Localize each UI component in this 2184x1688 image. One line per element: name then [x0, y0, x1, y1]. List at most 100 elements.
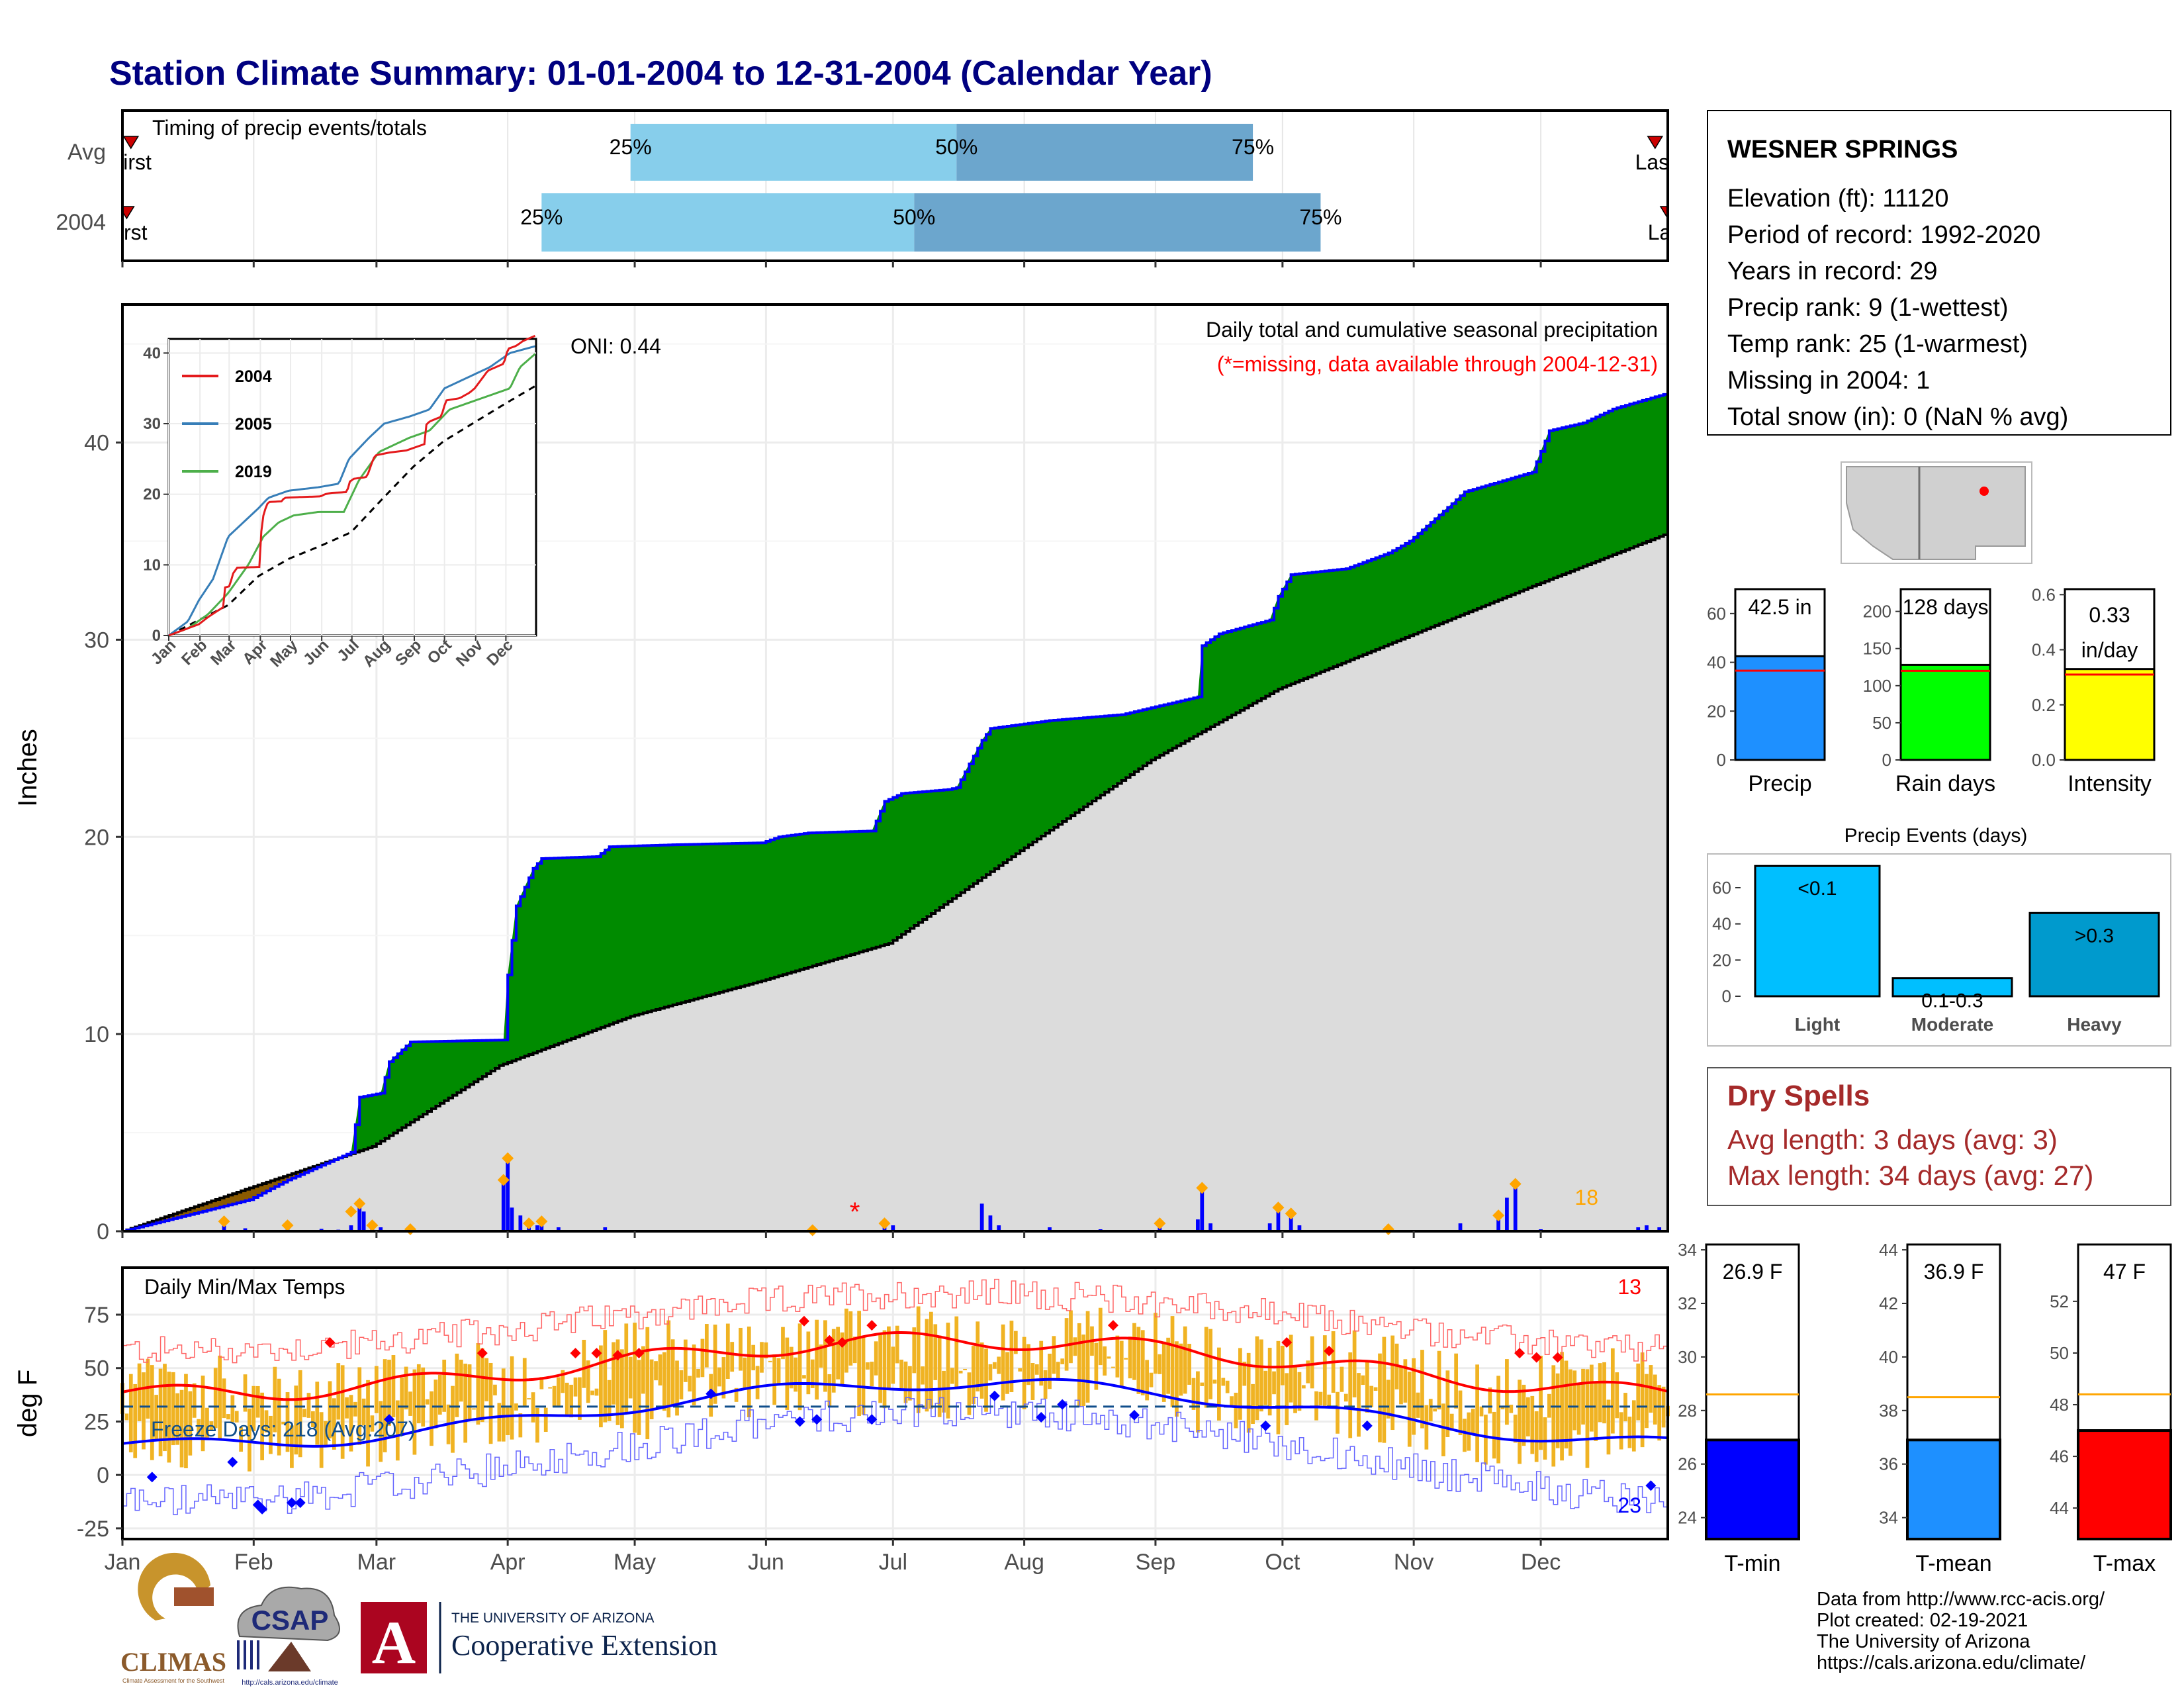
- temp-y-tick-label: 75: [84, 1303, 109, 1328]
- ua-bottom-text: Cooperative Extension: [451, 1629, 717, 1662]
- daily-temp-range-bar: [624, 1323, 629, 1413]
- record-high-marker: [824, 1335, 835, 1346]
- daily-temp-range-bar: [1522, 1384, 1526, 1446]
- dry-spells-title: Dry Spells: [1727, 1080, 1870, 1112]
- extreme-precip-marker: [1196, 1182, 1208, 1194]
- daily-temp-range-bar: [675, 1360, 679, 1416]
- daily-temp-range-bar: [797, 1323, 802, 1411]
- daily-temp-range-bar: [1589, 1364, 1594, 1432]
- inset-y-tick-label: 10: [143, 556, 161, 574]
- mini-bar-tick-label: 0.2: [2032, 695, 2056, 715]
- daily-temp-range-bar: [1357, 1373, 1361, 1437]
- daily-temp-range-bar: [700, 1338, 705, 1378]
- daily-temp-range-bar: [992, 1362, 997, 1369]
- daily-temp-range-bar: [518, 1413, 523, 1438]
- daily-temp-range-bar: [319, 1412, 324, 1468]
- extreme-precip-marker: [218, 1215, 230, 1228]
- daily-temp-range-bar: [819, 1344, 823, 1368]
- daily-precip-bar: [1276, 1207, 1281, 1231]
- footer-line-data-source: Data from http://www.rcc-acis.org/: [1817, 1589, 2105, 1610]
- month-label: Jan: [105, 1550, 141, 1575]
- daily-temp-range-bar: [1318, 1391, 1323, 1406]
- mini-bar-value: [1899, 663, 1991, 761]
- daily-temp-range-bar: [946, 1323, 950, 1419]
- daily-temp-range-bar: [205, 1407, 209, 1438]
- daily-temp-range-bar: [387, 1360, 391, 1426]
- daily-temp-range-bar: [874, 1341, 878, 1376]
- extreme-precip-marker: [345, 1205, 357, 1218]
- inset-legend-label: 2004: [235, 367, 272, 386]
- daily-temp-range-bar: [1547, 1393, 1551, 1418]
- extreme-precip-marker: [535, 1215, 548, 1228]
- timing-panel-frame: [121, 109, 1669, 262]
- daily-temp-range-bar: [277, 1378, 281, 1456]
- daily-precip-bar: [222, 1225, 226, 1231]
- month-label: Oct: [1265, 1550, 1300, 1575]
- daily-temp-range-bar: [569, 1384, 573, 1418]
- inset-line-2005: [168, 345, 535, 637]
- daily-temp-range-bar: [866, 1362, 870, 1370]
- daily-temp-range-bar: [1610, 1348, 1615, 1434]
- record-low-marker: [295, 1497, 306, 1509]
- mini-bar-value-label: 42.5 in: [1748, 595, 1811, 619]
- station-info-box: WESNER SPRINGS Elevation (ft): 11120 Per…: [1707, 110, 2171, 436]
- first-event-marker-icon: [122, 136, 140, 150]
- daily-temp-range-bar: [430, 1391, 433, 1446]
- daily-temp-range-bar: [493, 1384, 497, 1395]
- temp-y-axis: -25 0 25 50 75: [77, 1303, 122, 1542]
- daily-temp-range-bar: [861, 1337, 866, 1415]
- daily-temp-range-bar: [175, 1393, 180, 1445]
- daily-temp-range-bar: [1361, 1375, 1365, 1385]
- daily-temp-range-bar: [281, 1421, 285, 1425]
- daily-temp-range-bar: [311, 1411, 315, 1427]
- daily-temp-range-bar: [1208, 1329, 1212, 1399]
- daily-temp-range-bar: [590, 1390, 594, 1395]
- daily-temp-range-bar: [251, 1385, 256, 1431]
- daily-precip-bar: [997, 1225, 1001, 1231]
- daily-temp-range-bar: [451, 1385, 455, 1453]
- daily-temp-range-bar: [937, 1335, 942, 1417]
- daily-temp-range-bar: [1225, 1380, 1230, 1393]
- station-location-marker: [1979, 487, 1989, 496]
- daily-temp-range-bar: [1340, 1366, 1344, 1392]
- daily-precip-bar: [603, 1227, 608, 1231]
- daily-temp-range-bar: [357, 1367, 362, 1445]
- daily-temp-range-bar: [1653, 1374, 1657, 1425]
- extreme-precip-marker: [281, 1219, 294, 1232]
- daily-temp-range-bar: [1263, 1370, 1268, 1405]
- daily-temp-range-bar: [514, 1403, 518, 1411]
- temp-bar-category-label: T-min: [1725, 1551, 1781, 1576]
- record-high-marker: [798, 1315, 809, 1327]
- daily-temp-range-bar: [704, 1324, 709, 1368]
- extreme-precip-marker: [1272, 1201, 1285, 1214]
- station-line-precip-rank: Precip rank: 9 (1-wettest): [1727, 294, 2008, 322]
- daily-temp-range-bar: [459, 1360, 463, 1402]
- daily-temp-range-bar: [361, 1398, 366, 1426]
- daily-temp-range-bar: [332, 1398, 336, 1450]
- daily-temp-range-bar: [1191, 1378, 1196, 1410]
- timing-panel-label: Timing of precip events/totals: [152, 116, 427, 140]
- station-name: WESNER SPRINGS: [1727, 136, 1958, 164]
- temp-bar-category-label: T-max: [2093, 1551, 2156, 1576]
- temp-bar-value: [2077, 1429, 2172, 1541]
- temp-bar-tick-label: 44: [2050, 1498, 2069, 1518]
- climas-text: CLIMAS: [120, 1647, 226, 1677]
- daily-temp-range-bar: [543, 1407, 548, 1432]
- temp-bar-tick-label: 26: [1678, 1454, 1697, 1474]
- record-low-marker: [989, 1390, 1000, 1401]
- month-label: Apr: [490, 1550, 525, 1575]
- daily-precip-bar: [1196, 1219, 1200, 1231]
- daily-temp-range-bar: [764, 1342, 768, 1359]
- daily-temp-range-bar: [209, 1421, 214, 1431]
- daily-temp-range-bar: [539, 1377, 544, 1389]
- daily-temp-range-bar: [1500, 1407, 1505, 1410]
- daily-temp-range-bar: [1336, 1391, 1340, 1434]
- temp-bar-tick-label: 46: [2050, 1446, 2069, 1466]
- precip-y-tick-label: 20: [84, 825, 109, 850]
- daily-temp-range-bar: [1009, 1321, 1014, 1393]
- daily-temp-range-bar: [1348, 1352, 1353, 1438]
- timing-bar-q50-q75: [914, 193, 1321, 252]
- station-line-years: Years in record: 29: [1727, 258, 1938, 285]
- daily-temp-range-bar: [349, 1395, 353, 1452]
